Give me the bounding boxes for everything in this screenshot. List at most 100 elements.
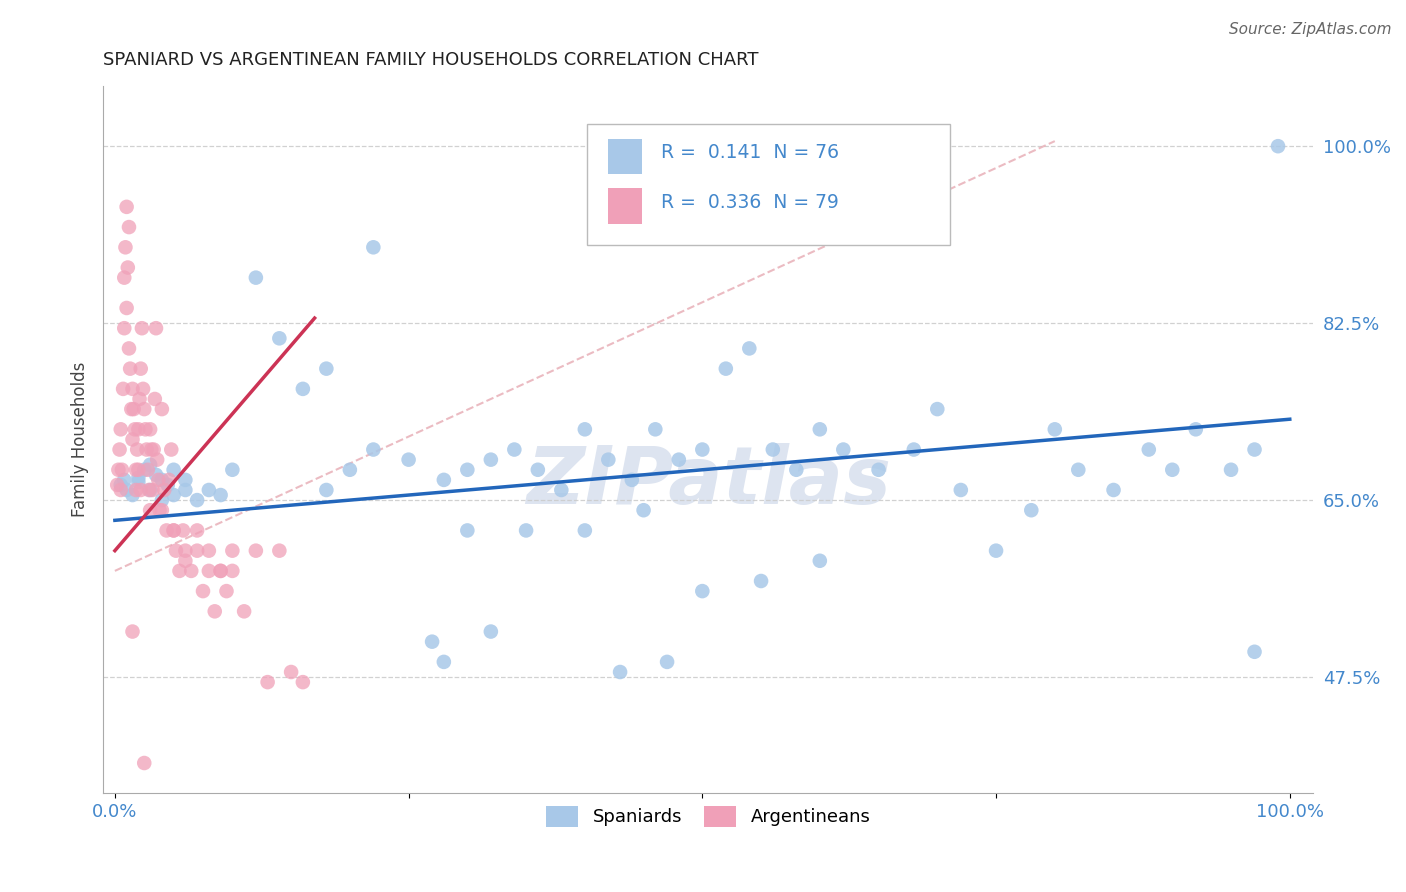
- Point: [198, 564, 221, 578]
- Point: [118, 220, 141, 235]
- Point: [269, 543, 291, 558]
- Point: [221, 463, 243, 477]
- Point: [146, 452, 169, 467]
- Point: [111, 463, 134, 477]
- Point: [150, 402, 173, 417]
- Point: [655, 655, 678, 669]
- Point: [139, 483, 162, 497]
- Point: [233, 604, 256, 618]
- Point: [153, 483, 176, 497]
- Point: [134, 463, 156, 477]
- Point: [121, 624, 143, 639]
- Point: [112, 473, 135, 487]
- FancyBboxPatch shape: [607, 138, 641, 174]
- Point: [124, 422, 146, 436]
- Point: [420, 634, 443, 648]
- Point: [139, 503, 162, 517]
- Point: [609, 665, 631, 679]
- Point: [115, 301, 138, 315]
- Point: [209, 564, 232, 578]
- Point: [129, 361, 152, 376]
- Point: [172, 524, 194, 538]
- Point: [174, 543, 197, 558]
- Point: [363, 442, 385, 457]
- Point: [1043, 422, 1066, 436]
- Point: [1243, 442, 1265, 457]
- Point: [1243, 645, 1265, 659]
- Point: [644, 422, 666, 436]
- Point: [633, 503, 655, 517]
- Point: [134, 402, 156, 417]
- Point: [280, 665, 302, 679]
- Point: [598, 452, 620, 467]
- Point: [148, 473, 170, 487]
- Point: [180, 564, 202, 578]
- Point: [832, 442, 855, 457]
- Text: Source: ZipAtlas.com: Source: ZipAtlas.com: [1229, 22, 1392, 37]
- Point: [150, 473, 173, 487]
- Point: [692, 584, 714, 599]
- Point: [204, 604, 226, 618]
- Point: [122, 402, 145, 417]
- Point: [150, 493, 173, 508]
- Point: [139, 422, 162, 436]
- Point: [131, 321, 153, 335]
- Point: [574, 524, 596, 538]
- Point: [433, 655, 456, 669]
- Point: [125, 463, 148, 477]
- Point: [927, 402, 949, 417]
- Point: [1102, 483, 1125, 497]
- Y-axis label: Family Households: Family Households: [72, 362, 89, 517]
- Point: [1220, 463, 1243, 477]
- Point: [256, 675, 278, 690]
- Point: [738, 342, 761, 356]
- Point: [186, 524, 208, 538]
- Point: [785, 463, 807, 477]
- Point: [174, 554, 197, 568]
- Point: [139, 458, 162, 472]
- Point: [198, 483, 221, 497]
- Point: [1267, 139, 1289, 153]
- Point: [162, 524, 184, 538]
- Point: [209, 564, 232, 578]
- Point: [128, 392, 150, 406]
- Point: [150, 503, 173, 517]
- Point: [132, 382, 155, 396]
- Point: [121, 488, 143, 502]
- Point: [145, 321, 167, 335]
- Point: [1021, 503, 1043, 517]
- Point: [160, 442, 183, 457]
- Point: [112, 382, 135, 396]
- Point: [433, 473, 456, 487]
- Point: [269, 331, 291, 345]
- Point: [903, 442, 925, 457]
- Point: [191, 584, 214, 599]
- Point: [762, 442, 785, 457]
- Point: [134, 422, 156, 436]
- Point: [105, 478, 128, 492]
- Point: [245, 270, 267, 285]
- Point: [110, 422, 132, 436]
- Point: [186, 543, 208, 558]
- Point: [574, 422, 596, 436]
- Point: [339, 463, 361, 477]
- Point: [107, 463, 129, 477]
- Point: [984, 543, 1007, 558]
- Point: [221, 564, 243, 578]
- Point: [215, 584, 238, 599]
- Point: [114, 240, 136, 254]
- Point: [165, 543, 187, 558]
- Point: [125, 483, 148, 497]
- Point: [110, 483, 132, 497]
- Point: [620, 473, 643, 487]
- Point: [134, 756, 156, 770]
- Point: [156, 478, 179, 492]
- Point: [108, 442, 131, 457]
- Point: [127, 475, 149, 489]
- Point: [169, 564, 191, 578]
- Point: [291, 675, 314, 690]
- Point: [115, 200, 138, 214]
- Point: [127, 422, 149, 436]
- Point: [141, 483, 163, 497]
- Point: [398, 452, 420, 467]
